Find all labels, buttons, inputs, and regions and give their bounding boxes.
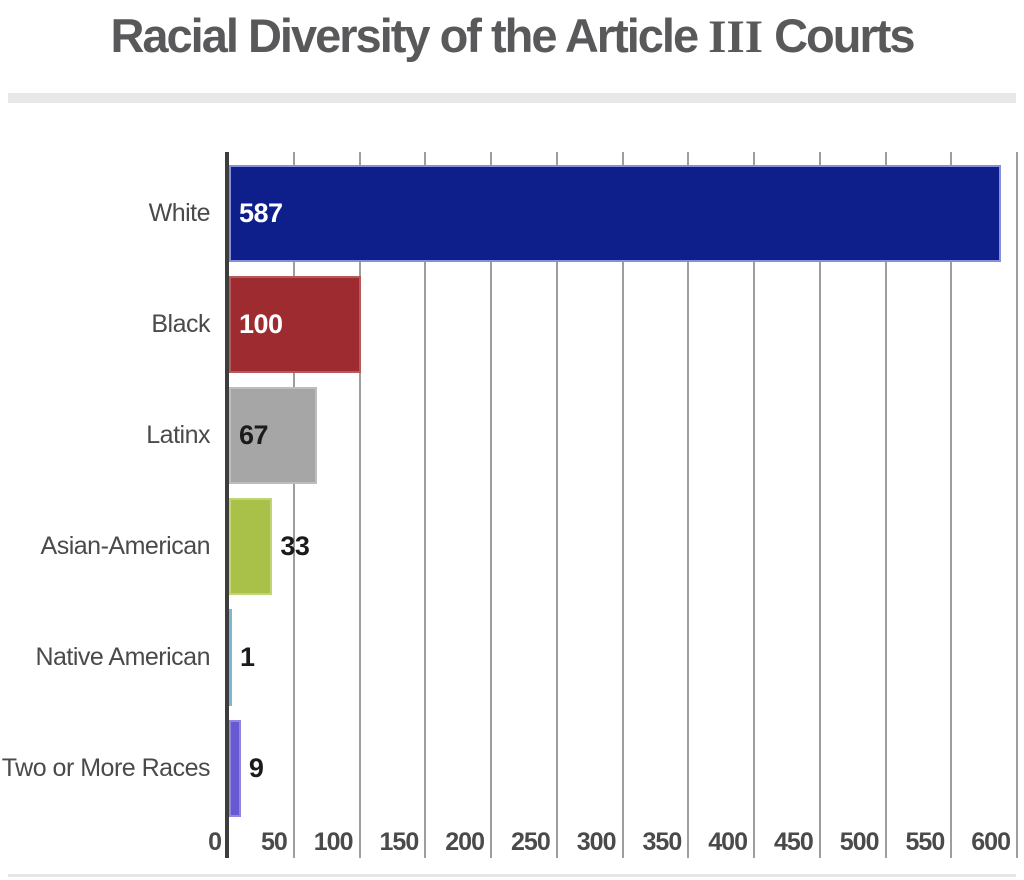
x-tick-label: 0 — [208, 828, 222, 856]
x-tick-label: 50 — [260, 828, 288, 856]
gridline-350 — [687, 152, 690, 858]
bar-value-label: 1 — [240, 642, 255, 672]
bar-latinx — [229, 387, 318, 484]
gridline-500 — [884, 152, 887, 858]
chart-title-suffix: Courts — [763, 9, 915, 62]
category-label: Native American — [35, 643, 210, 671]
gridline-100 — [358, 152, 361, 858]
chart-title-roman-numeral: III — [708, 11, 764, 63]
chart-title-prefix: Racial Diversity of the Article — [110, 9, 709, 62]
gridline-200 — [490, 152, 492, 858]
bar-value-label: 100 — [239, 309, 283, 339]
category-label: Two or More Races — [1, 754, 211, 782]
x-tick-label: 600 — [971, 828, 1011, 856]
x-tick-label: 100 — [313, 828, 354, 856]
x-tick-label: 450 — [774, 828, 814, 856]
bar-white — [229, 165, 1001, 262]
x-tick-label: 150 — [379, 828, 420, 856]
gridline-50 — [292, 152, 295, 858]
bar-two-or-more-races — [229, 720, 241, 817]
gridline-150 — [424, 152, 427, 858]
gridline-550 — [950, 152, 953, 858]
bar-black — [229, 276, 361, 373]
gridline-600 — [1016, 152, 1018, 858]
bar-asian-american — [229, 498, 273, 595]
x-tick-label: 350 — [642, 828, 683, 856]
x-tick-label: 400 — [708, 828, 748, 856]
bar-value-label: 587 — [239, 198, 283, 228]
chart-title: Racial Diversity of the Article III Cour… — [0, 8, 1024, 64]
x-tick-label: 500 — [839, 828, 880, 856]
category-label: Latinx — [146, 421, 210, 449]
title-divider — [8, 93, 1016, 103]
gridline-400 — [753, 152, 755, 858]
x-tick-label: 250 — [511, 828, 551, 856]
gridline-300 — [621, 152, 624, 858]
bar-native-american — [229, 609, 232, 706]
bar-value-label: 33 — [280, 531, 310, 561]
bottom-divider — [8, 874, 1016, 877]
x-tick-label: 300 — [576, 828, 617, 856]
gridline-450 — [818, 152, 821, 858]
category-label: Asian-American — [40, 532, 211, 560]
bar-value-label: 9 — [248, 753, 264, 783]
category-label: Black — [151, 310, 210, 338]
bar-value-label: 67 — [239, 420, 269, 450]
y-axis-line — [225, 152, 229, 858]
category-label: White — [148, 199, 211, 227]
x-tick-label: 550 — [905, 828, 946, 856]
gridline-250 — [555, 152, 558, 858]
x-tick-label: 200 — [445, 828, 485, 856]
